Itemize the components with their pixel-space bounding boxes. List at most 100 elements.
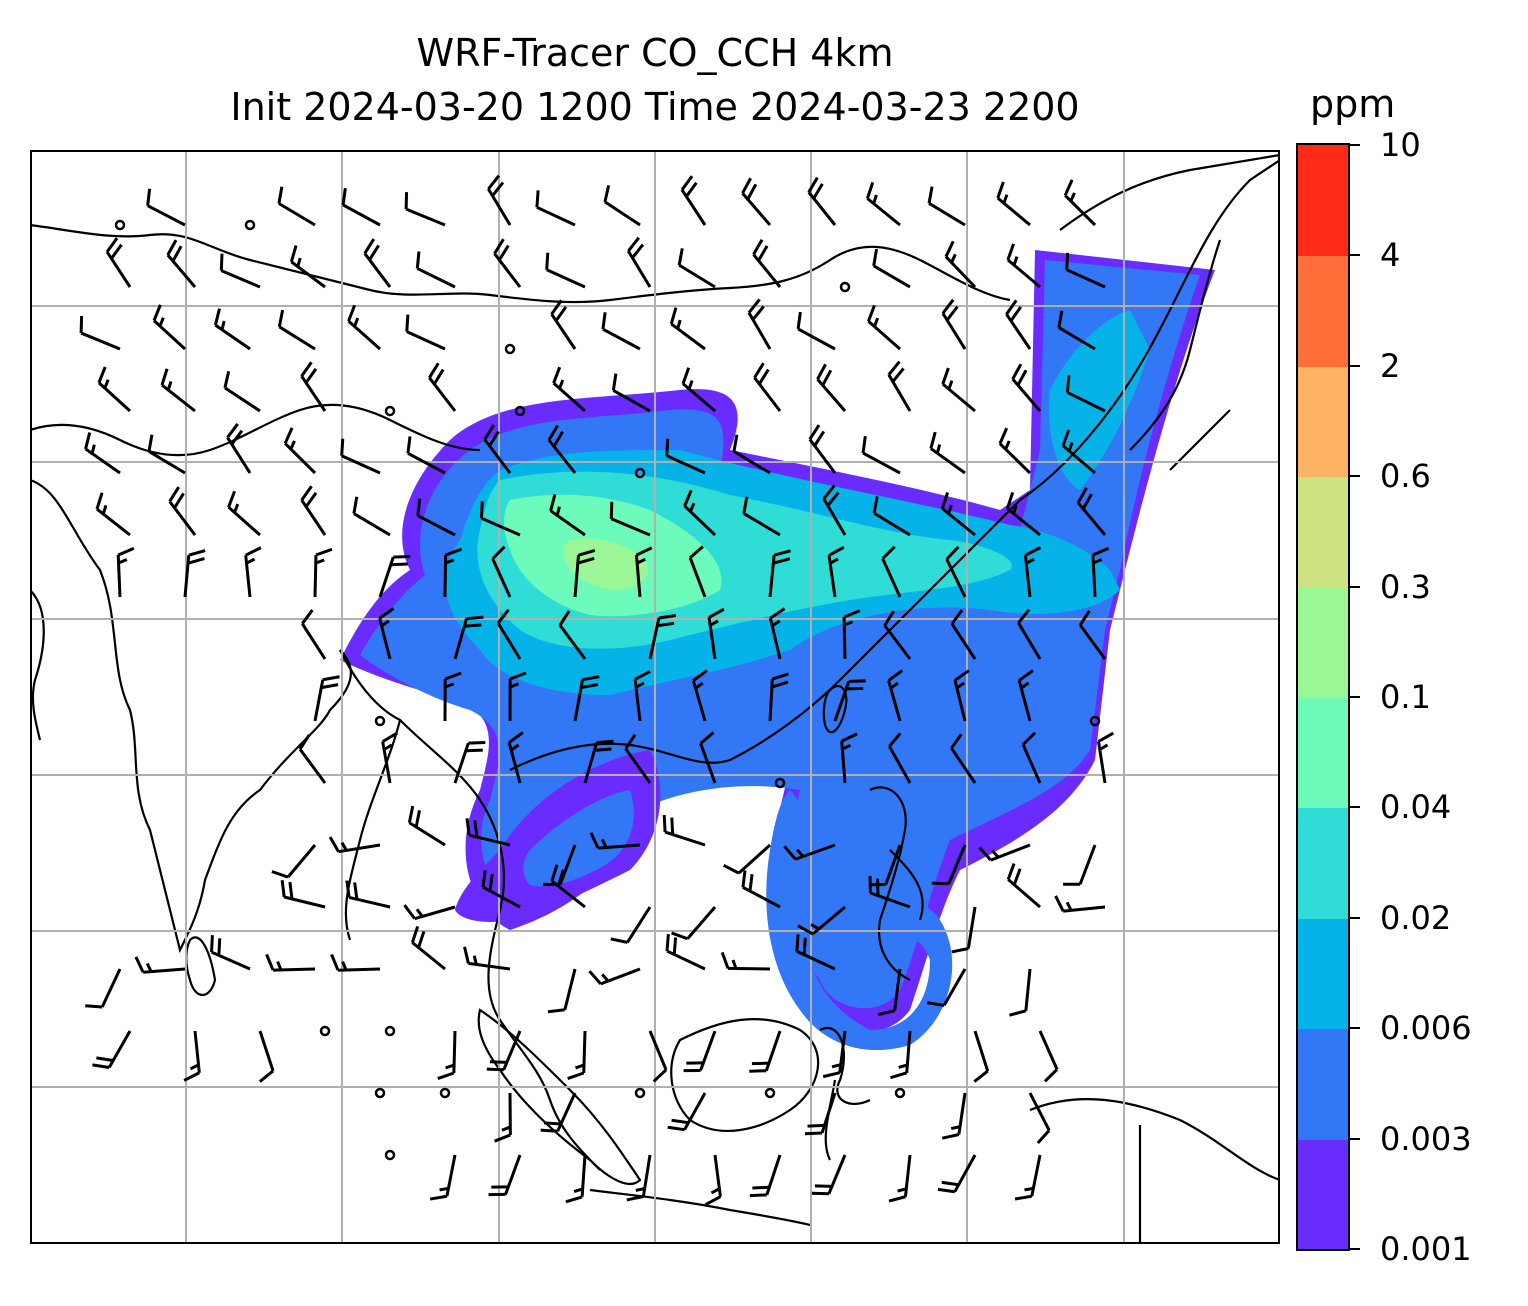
wind-barb: [437, 1030, 457, 1081]
wind-barb: [146, 188, 186, 227]
wind-barb: [352, 496, 391, 537]
wind-barb: [699, 731, 717, 784]
coastline-south-china: [509, 499, 1021, 771]
wind-barb: [624, 733, 652, 784]
wind-barb: [931, 844, 967, 886]
calm-wind-circle: [374, 1087, 386, 1099]
wind-barb: [280, 879, 326, 909]
wind-barb: [493, 238, 522, 288]
wind-barb: [704, 1154, 722, 1206]
wind-barb: [1063, 179, 1097, 227]
wind-barb: [92, 1030, 132, 1069]
plume-indochina-inner: [523, 790, 634, 887]
wind-barb: [665, 438, 706, 475]
calm-wind-circle: [774, 777, 786, 789]
wind-barb: [465, 818, 511, 847]
coastline-kamchatka: [1059, 153, 1280, 231]
colorbar-tick-label: 0.04: [1380, 788, 1452, 827]
calm-wind-circle: [839, 281, 851, 293]
calm-wind-circle: [384, 1025, 396, 1037]
colorbar-band: [1298, 807, 1348, 919]
colorbar-band: [1298, 145, 1348, 257]
wind-barb: [804, 1092, 837, 1136]
coastline-central-asia: [30, 403, 481, 457]
wind-barb: [833, 679, 866, 722]
wind-barb: [79, 316, 121, 351]
wind-barb: [872, 248, 911, 289]
wind-barb: [588, 967, 641, 986]
wind-barb: [648, 614, 677, 660]
coastline-java: [589, 1188, 811, 1227]
colorbar: [1296, 143, 1350, 1251]
wind-barb: [491, 545, 512, 598]
wind-barb: [298, 734, 327, 784]
wind-barb: [404, 192, 446, 227]
colorbar-tick: [1350, 475, 1360, 478]
wind-barb: [183, 549, 206, 598]
wind-barb: [929, 431, 966, 475]
wind-barb: [665, 934, 706, 971]
wind-barb: [927, 968, 967, 1007]
wind-barb: [550, 299, 577, 350]
wind-barb: [1078, 610, 1107, 660]
wind-barb: [345, 880, 391, 909]
wind-barb: [872, 496, 911, 537]
coastline-sulawesi: [819, 1027, 871, 1161]
calm-wind-circle: [244, 219, 256, 231]
wind-barb: [677, 248, 716, 289]
wind-barb: [633, 670, 651, 722]
calm-wind-circle: [384, 405, 396, 417]
colorbar-tick-label: 0.001: [1380, 1230, 1472, 1268]
wind-barb: [97, 366, 132, 413]
wind-barb: [667, 1092, 707, 1132]
wind-barb: [277, 309, 316, 351]
wind-barb: [601, 312, 641, 351]
wind-barb: [669, 307, 706, 351]
colorbar-tick: [1350, 1027, 1360, 1030]
wind-barb: [688, 545, 707, 598]
wind-barb: [481, 870, 521, 909]
wind-barb: [888, 1154, 912, 1203]
wind-barb: [1005, 491, 1041, 537]
coastline-new-guinea: [1029, 1097, 1280, 1244]
wind-barb: [487, 174, 512, 226]
calm-wind-circle: [634, 467, 646, 479]
wind-barb: [289, 245, 326, 289]
wind-barb: [313, 547, 333, 598]
wind-barb: [941, 367, 976, 413]
colorbar-tick-label: 2: [1380, 346, 1401, 385]
wind-barb: [720, 951, 771, 971]
gridlines: [30, 150, 1280, 1244]
wind-barb: [508, 671, 527, 722]
wind-barb: [428, 362, 457, 412]
wind-barb: [752, 238, 782, 288]
wind-barb: [953, 669, 970, 722]
plume-south-loop: [766, 790, 953, 1051]
wind-barb: [378, 607, 395, 660]
colorbar-band: [1298, 1028, 1348, 1140]
wind-barb: [998, 427, 1032, 475]
wind-barb: [300, 485, 327, 536]
wind-barb: [941, 298, 967, 350]
wind-barb: [567, 1030, 587, 1080]
wind-barb: [978, 843, 1031, 862]
wind-barb: [213, 308, 251, 351]
wind-barb: [1091, 546, 1110, 598]
wind-barb: [488, 1154, 522, 1197]
wind-barb: [795, 934, 836, 971]
wind-barb: [486, 1030, 522, 1072]
colorbar-tick-label: 4: [1380, 236, 1401, 275]
wind-barb: [589, 832, 641, 850]
wind-barb: [609, 501, 651, 537]
wind-barb: [160, 368, 196, 413]
wind-barb: [223, 370, 261, 413]
wind-barb: [1061, 429, 1096, 475]
wind-barb: [861, 435, 901, 475]
wind-barb: [768, 672, 789, 722]
wind-barb: [95, 492, 131, 537]
wind-barb: [603, 184, 641, 227]
wind-barb: [340, 438, 381, 475]
colorbar-band: [1298, 476, 1348, 588]
map-panel: [30, 150, 1280, 1244]
wind-barb: [1011, 363, 1042, 412]
